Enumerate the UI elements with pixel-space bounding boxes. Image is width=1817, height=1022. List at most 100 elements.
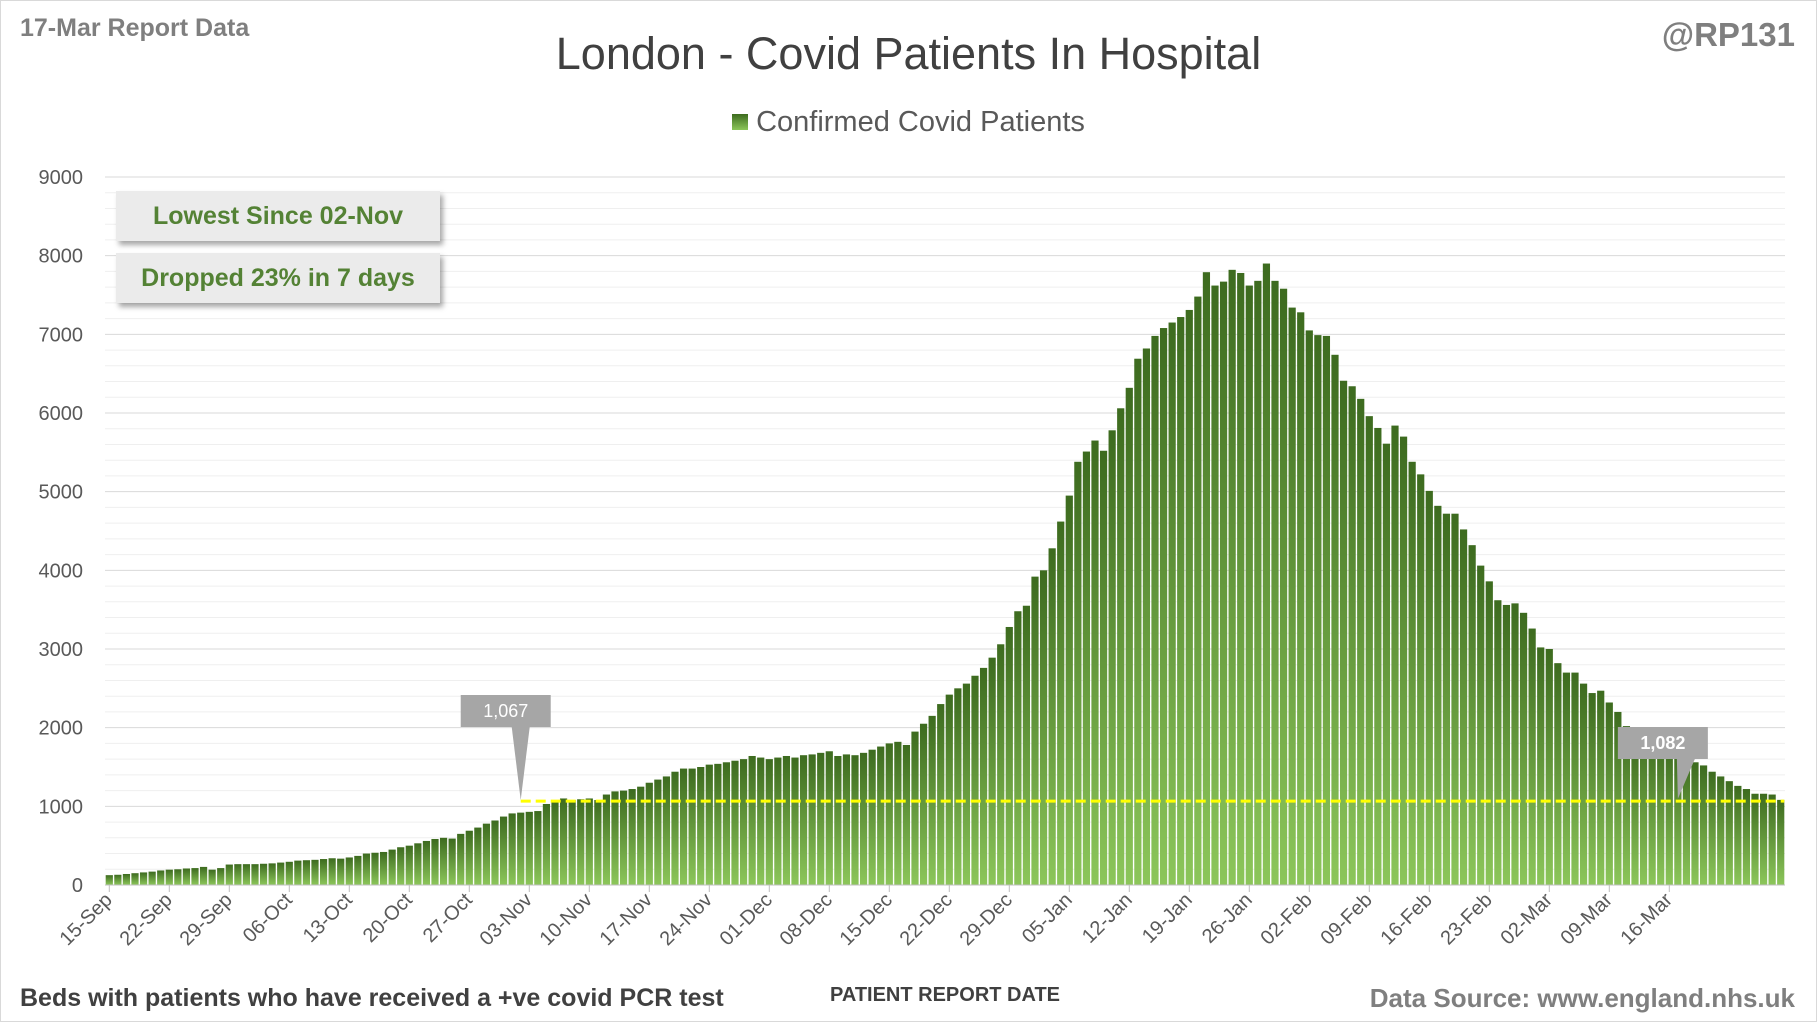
x-tick-label: 20-Oct xyxy=(359,889,417,947)
bar xyxy=(542,803,551,885)
x-tick-label: 10-Nov xyxy=(536,889,597,950)
bar xyxy=(208,869,216,885)
x-tick-label: 12-Jan xyxy=(1078,889,1137,948)
bar xyxy=(1562,672,1571,885)
bar xyxy=(1177,317,1185,885)
bar xyxy=(448,838,456,885)
bar xyxy=(414,843,422,885)
y-tick-label: 0 xyxy=(72,875,83,897)
chart-title: London - Covid Patients In Hospital xyxy=(555,28,1262,79)
bar xyxy=(919,723,928,885)
bar xyxy=(688,768,696,885)
bar xyxy=(139,872,148,885)
x-tick-label: 16-Feb xyxy=(1376,889,1436,949)
bar xyxy=(328,858,336,885)
bar xyxy=(1262,263,1271,885)
bar xyxy=(1699,765,1708,885)
bar xyxy=(1254,280,1262,886)
bar xyxy=(508,813,516,885)
bar xyxy=(885,743,893,885)
bar xyxy=(1588,693,1596,885)
bar xyxy=(1202,272,1211,886)
bar xyxy=(637,786,645,885)
bar xyxy=(285,861,293,885)
bar xyxy=(1759,793,1768,885)
bar xyxy=(1708,771,1716,885)
bar xyxy=(1691,762,1699,885)
bar xyxy=(517,812,525,885)
x-tick-label: 29-Dec xyxy=(956,889,1017,950)
bar xyxy=(1554,663,1562,885)
bar xyxy=(182,868,191,885)
bar xyxy=(1031,576,1039,885)
bar xyxy=(1219,281,1228,885)
bar xyxy=(568,800,576,885)
bar xyxy=(594,800,602,885)
bar xyxy=(1305,330,1313,885)
bar xyxy=(1477,565,1485,885)
bar xyxy=(251,864,259,885)
bar xyxy=(1237,272,1245,885)
bar xyxy=(465,830,473,885)
bar xyxy=(671,771,679,885)
bar xyxy=(1571,672,1579,885)
bar xyxy=(225,864,233,885)
bar xyxy=(1399,436,1408,885)
legend-swatch xyxy=(732,114,749,130)
bar xyxy=(1408,461,1416,885)
bar xyxy=(1639,729,1648,885)
bar xyxy=(1339,380,1348,885)
bar xyxy=(1108,430,1116,885)
bar xyxy=(954,688,962,885)
y-tick-label: 4000 xyxy=(39,560,84,582)
report-date-label: 17-Mar Report Data xyxy=(20,14,250,42)
bar xyxy=(731,760,739,885)
bar xyxy=(345,857,353,885)
bar xyxy=(1322,335,1331,885)
bar xyxy=(1074,461,1082,885)
bar xyxy=(1117,408,1125,885)
bar xyxy=(722,762,731,885)
x-tick-label: 08-Dec xyxy=(776,889,837,950)
bar xyxy=(705,764,713,885)
bar xyxy=(217,868,225,885)
bar xyxy=(877,746,885,885)
bar xyxy=(1451,513,1459,885)
bar xyxy=(499,816,508,885)
bar xyxy=(302,860,311,885)
bar xyxy=(1348,386,1356,885)
bar xyxy=(1314,335,1322,885)
bar xyxy=(259,863,268,885)
bar xyxy=(585,798,593,885)
bar xyxy=(397,847,405,885)
bar xyxy=(1545,649,1553,885)
bar xyxy=(1185,309,1193,885)
bar xyxy=(1279,288,1288,885)
bar xyxy=(439,837,448,885)
bar xyxy=(131,873,139,885)
bar xyxy=(1622,726,1631,885)
x-tick-label: 15-Dec xyxy=(836,889,897,950)
y-tick-label: 5000 xyxy=(39,482,84,504)
bar xyxy=(1725,781,1733,885)
footer-note: Beds with patients who have received a +… xyxy=(20,984,724,1012)
bar xyxy=(654,779,662,885)
data-label: 1,082 xyxy=(1640,733,1685,753)
x-tick-label: 05-Jan xyxy=(1018,889,1077,948)
bar xyxy=(1768,794,1776,885)
x-tick-label: 09-Mar xyxy=(1556,889,1617,950)
bar xyxy=(1039,570,1048,885)
bar xyxy=(911,731,919,885)
bar xyxy=(1742,789,1751,885)
bar xyxy=(868,749,876,885)
bar xyxy=(431,838,439,885)
bar xyxy=(1194,296,1202,885)
bar xyxy=(1065,495,1073,885)
bar xyxy=(851,755,859,885)
bar xyxy=(1005,626,1013,885)
bar xyxy=(1382,443,1391,885)
bar xyxy=(1468,545,1476,885)
bar xyxy=(1271,280,1279,886)
bar xyxy=(1168,322,1176,885)
